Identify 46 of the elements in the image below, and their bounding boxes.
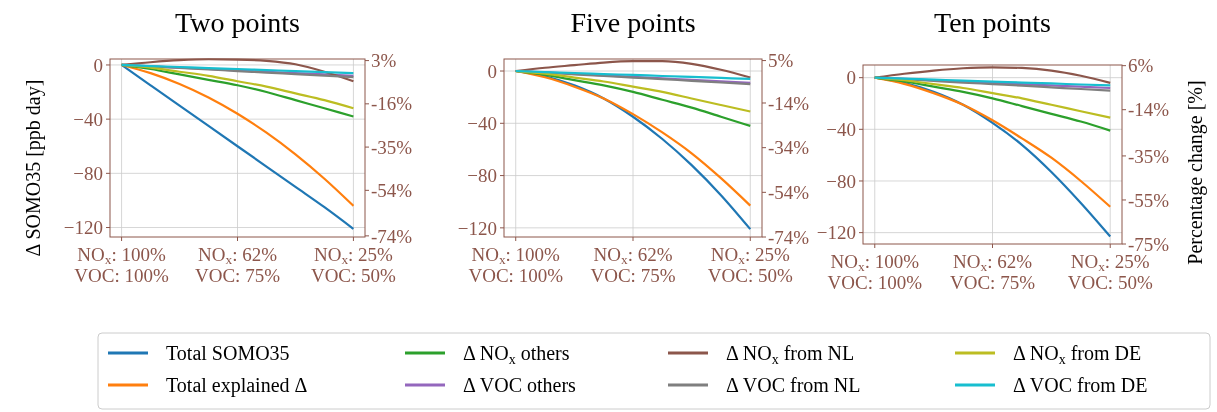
legend-label: Δ NO$_{x}$ from NL bbox=[726, 342, 855, 367]
y2-tick-label: 6% bbox=[1128, 55, 1154, 77]
y2-tick-label: 3% bbox=[371, 50, 397, 72]
y-tick-label: −120 bbox=[457, 217, 497, 239]
x-tick-label: NO$_{x}$: 100% VOC: 100% bbox=[468, 244, 564, 286]
legend-label: Δ VOC from NL bbox=[726, 374, 861, 396]
y-tick-label: −80 bbox=[73, 162, 103, 184]
x-tick-label: NO$_{x}$: 62% VOC: 75% bbox=[195, 244, 281, 286]
legend-label: Δ NO$_{x}$ from DE bbox=[1013, 342, 1142, 367]
y-tick-label: −120 bbox=[816, 222, 856, 244]
y-tick-label: −40 bbox=[826, 118, 856, 140]
y2-tick-label: -54% bbox=[371, 179, 413, 201]
y2-tick-label: -16% bbox=[371, 93, 413, 115]
y-tick-label: 0 bbox=[93, 54, 103, 76]
y2-tick-label: 5% bbox=[768, 50, 794, 72]
legend-label: Total explained Δ bbox=[166, 374, 308, 397]
y-tick-label: −80 bbox=[467, 165, 497, 187]
y-axis-title: Δ SOMO35 [ppb day] bbox=[22, 79, 45, 257]
chart-title: Five points bbox=[570, 7, 696, 38]
x-tick-label: NO$_{x}$: 25% VOC: 50% bbox=[310, 244, 397, 286]
x-tick-label: NO$_{x}$: 100% VOC: 100% bbox=[74, 244, 169, 286]
y2-tick-label: -54% bbox=[768, 181, 810, 203]
y2-tick-label: -34% bbox=[768, 137, 810, 159]
legend-label: Δ NO$_{x}$ others bbox=[463, 342, 570, 367]
y-tick-label: −80 bbox=[826, 170, 856, 192]
y-tick-label: −40 bbox=[467, 112, 497, 134]
y2-tick-label: -14% bbox=[768, 92, 810, 114]
y2-tick-label: -14% bbox=[1128, 99, 1170, 121]
x-tick-label: NO$_{x}$: 100% VOC: 100% bbox=[827, 251, 923, 293]
y2-axis-title: Percentage change [%] bbox=[1184, 80, 1207, 265]
x-tick-label: NO$_{x}$: 62% VOC: 75% bbox=[950, 251, 1036, 293]
y-tick-label: 0 bbox=[487, 60, 497, 82]
legend-label: Δ VOC others bbox=[463, 374, 577, 396]
y-tick-label: 0 bbox=[846, 67, 856, 89]
chart-title: Ten points bbox=[933, 7, 1052, 38]
y-tick-label: −40 bbox=[73, 108, 103, 130]
y2-tick-label: -35% bbox=[371, 136, 413, 158]
chart-title: Two points bbox=[175, 7, 300, 38]
y-tick-label: −120 bbox=[63, 217, 103, 239]
line-series bbox=[514, 69, 752, 80]
y2-tick-label: -74% bbox=[371, 225, 413, 247]
x-tick-label: NO$_{x}$: 62% VOC: 75% bbox=[590, 244, 676, 286]
legend-label: Total SOMO35 bbox=[166, 342, 290, 364]
legend-label: Δ VOC from DE bbox=[1013, 374, 1148, 396]
y2-tick-label: -35% bbox=[1128, 145, 1170, 167]
y2-tick-label: -55% bbox=[1128, 189, 1170, 211]
